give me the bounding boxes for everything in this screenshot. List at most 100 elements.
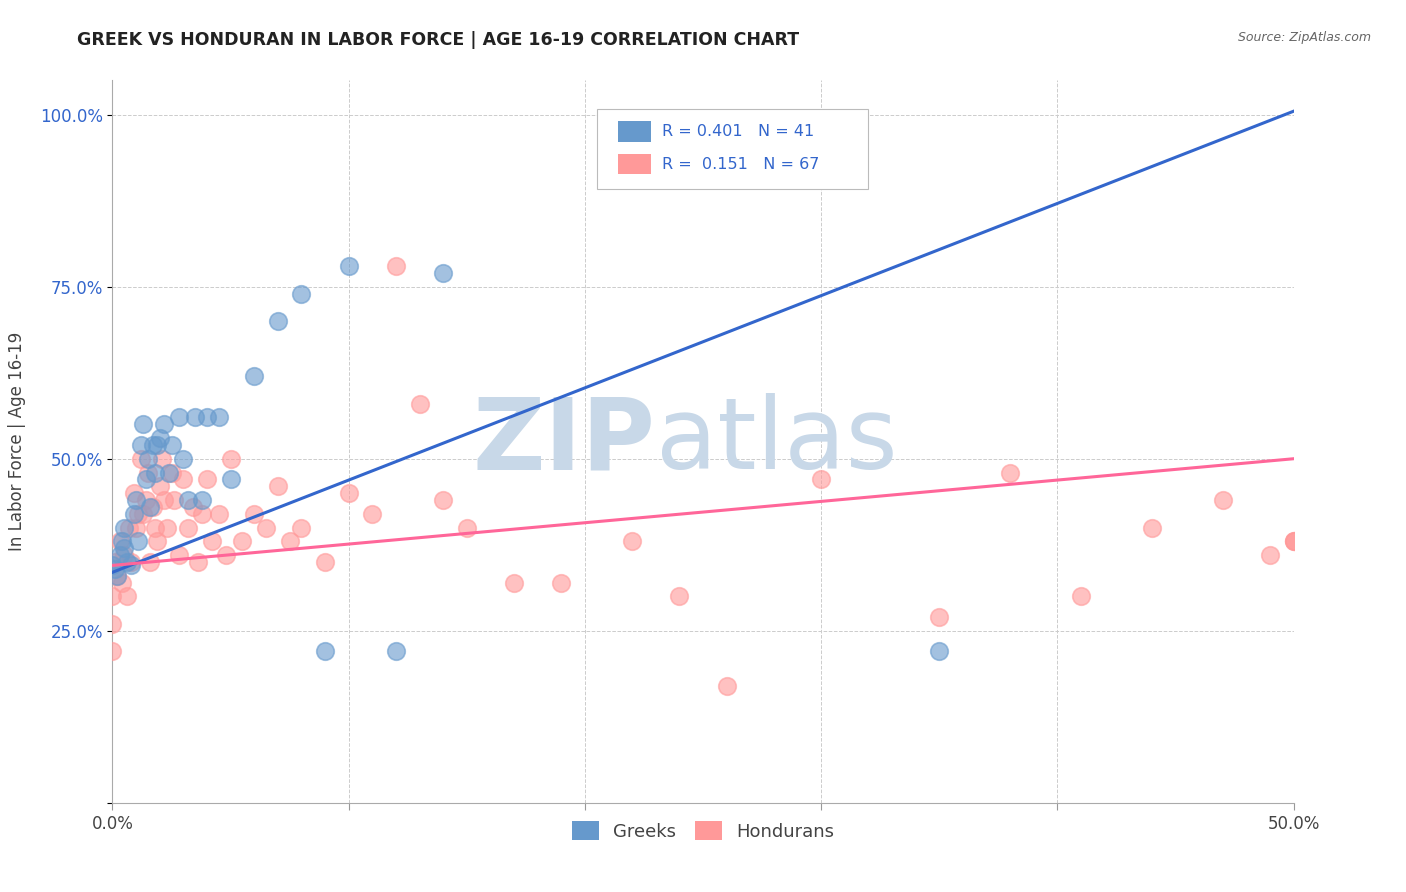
Point: [108, 534, 131, 549]
Point: [136, 451, 159, 466]
Point: [101, 558, 124, 573]
Point: [135, 493, 157, 508]
Point: [195, 410, 218, 425]
Point: [177, 520, 200, 534]
Point: [278, 534, 301, 549]
Point: [135, 472, 157, 486]
Point: [139, 555, 162, 569]
Point: [111, 534, 134, 549]
Point: [104, 562, 127, 576]
Point: [186, 555, 208, 569]
Legend: Greeks, Hondurans: Greeks, Hondurans: [565, 814, 841, 848]
Point: [201, 534, 224, 549]
Point: [290, 286, 312, 301]
Point: [122, 507, 145, 521]
Point: [550, 575, 572, 590]
Point: [129, 438, 152, 452]
Point: [153, 417, 176, 432]
Point: [156, 520, 179, 534]
Point: [163, 493, 186, 508]
Point: [191, 507, 214, 521]
FancyBboxPatch shape: [596, 109, 869, 189]
Point: [762, 128, 785, 143]
Point: [181, 500, 204, 514]
Point: [408, 397, 430, 411]
Point: [716, 679, 738, 693]
Point: [1070, 590, 1092, 604]
Point: [254, 520, 277, 534]
Point: [143, 466, 166, 480]
Point: [142, 438, 165, 452]
Bar: [619, 121, 651, 142]
Point: [112, 541, 135, 556]
Point: [127, 507, 149, 521]
Point: [160, 438, 183, 452]
Point: [112, 520, 135, 534]
Point: [361, 507, 384, 521]
Point: [167, 410, 190, 425]
Point: [314, 555, 336, 569]
Point: [112, 548, 135, 562]
Point: [120, 558, 142, 573]
Point: [149, 479, 172, 493]
Point: [146, 438, 169, 452]
Text: R = 0.401   N = 41: R = 0.401 N = 41: [662, 124, 814, 139]
Point: [150, 451, 173, 466]
Point: [1258, 548, 1281, 562]
Point: [1212, 493, 1234, 508]
Point: [105, 568, 128, 582]
Point: [456, 520, 478, 534]
Point: [177, 493, 200, 508]
Point: [385, 259, 408, 273]
Point: [208, 507, 231, 521]
Point: [105, 568, 128, 582]
Point: [136, 466, 159, 480]
Point: [111, 575, 134, 590]
Text: atlas: atlas: [655, 393, 897, 490]
Point: [146, 534, 169, 549]
Point: [172, 472, 194, 486]
Point: [337, 486, 360, 500]
Point: [1282, 534, 1305, 549]
Point: [1282, 534, 1305, 549]
Point: [208, 410, 231, 425]
Point: [172, 451, 194, 466]
Point: [139, 500, 162, 514]
Point: [115, 590, 138, 604]
Point: [195, 472, 218, 486]
Text: Source: ZipAtlas.com: Source: ZipAtlas.com: [1237, 31, 1371, 45]
Point: [231, 534, 253, 549]
Bar: [619, 154, 651, 174]
Point: [184, 410, 207, 425]
Point: [267, 314, 290, 328]
Y-axis label: In Labor Force | Age 16-19: In Labor Force | Age 16-19: [8, 332, 25, 551]
Point: [290, 520, 312, 534]
Point: [621, 534, 644, 549]
Point: [219, 451, 242, 466]
Point: [191, 493, 214, 508]
Point: [337, 259, 360, 273]
Point: [127, 534, 149, 549]
Point: [928, 610, 950, 624]
Point: [219, 472, 242, 486]
Point: [129, 451, 152, 466]
Point: [157, 466, 180, 480]
Point: [142, 500, 165, 514]
Point: [432, 493, 454, 508]
Point: [215, 548, 238, 562]
Point: [132, 417, 155, 432]
Point: [167, 548, 190, 562]
Point: [108, 548, 131, 562]
Point: [998, 466, 1021, 480]
Point: [267, 479, 290, 493]
Point: [125, 520, 148, 534]
Point: [104, 555, 127, 569]
Point: [122, 486, 145, 500]
Point: [120, 555, 142, 569]
Point: [1282, 534, 1305, 549]
Point: [243, 369, 266, 384]
Point: [928, 644, 950, 658]
Point: [143, 520, 166, 534]
Text: GREEK VS HONDURAN IN LABOR FORCE | AGE 16-19 CORRELATION CHART: GREEK VS HONDURAN IN LABOR FORCE | AGE 1…: [77, 31, 800, 49]
Point: [101, 616, 124, 631]
